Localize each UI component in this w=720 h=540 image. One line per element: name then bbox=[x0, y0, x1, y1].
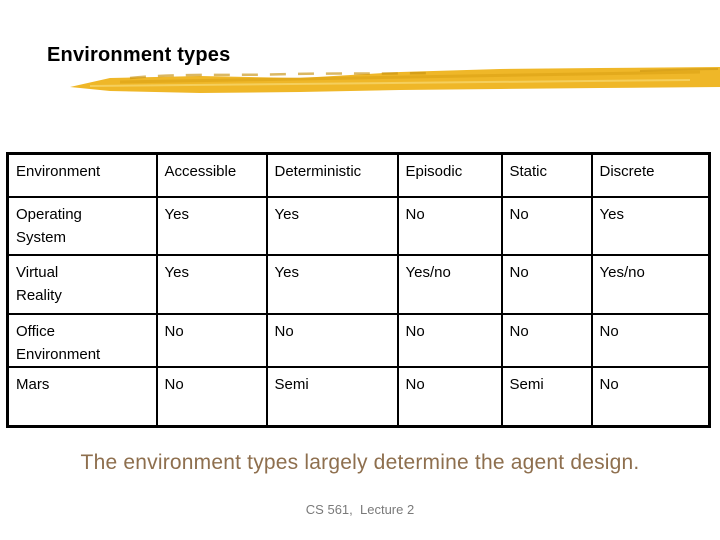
row-label: Office Environment bbox=[6, 312, 158, 368]
table-row-virtual-reality: Virtual Reality Yes Yes Yes/no No Yes/no bbox=[6, 253, 711, 315]
cell: Semi bbox=[265, 365, 399, 428]
cell: No bbox=[155, 312, 268, 368]
cell: Yes bbox=[265, 195, 399, 256]
cell: No bbox=[396, 195, 503, 256]
footer-text: CS 561, Lecture 2 bbox=[305, 502, 415, 517]
cell: Yes bbox=[155, 253, 268, 315]
cell: No bbox=[590, 312, 711, 368]
conclusion-text: The environment types largely determine … bbox=[80, 451, 640, 474]
table-row-operating-system: Operating System Yes Yes No No Yes bbox=[6, 195, 711, 256]
cell: No bbox=[396, 312, 503, 368]
cell: No bbox=[590, 365, 711, 428]
cell: Yes bbox=[265, 253, 399, 315]
column-header-accessible: Accessible bbox=[155, 152, 268, 198]
table-row-office-environment: Office Environment No No No No No bbox=[6, 312, 711, 368]
cell: Yes bbox=[590, 195, 711, 256]
column-header-discrete: Discrete bbox=[590, 152, 711, 198]
cell: No bbox=[155, 365, 268, 428]
row-label: Mars bbox=[6, 365, 158, 428]
cell: Yes/no bbox=[590, 253, 711, 315]
column-header-deterministic: Deterministic bbox=[265, 152, 399, 198]
environment-types-table: Environment Accessible Deterministic Epi… bbox=[6, 152, 711, 428]
cell: No bbox=[396, 365, 503, 428]
cell: Semi bbox=[500, 365, 593, 428]
brush-stroke-icon bbox=[70, 67, 720, 93]
cell: Yes/no bbox=[396, 253, 503, 315]
cell: No bbox=[500, 312, 593, 368]
column-header-episodic: Episodic bbox=[396, 152, 503, 198]
table-row-mars: Mars No Semi No Semi No bbox=[6, 365, 711, 428]
row-label: Operating System bbox=[6, 195, 158, 256]
cell: No bbox=[265, 312, 399, 368]
cell: No bbox=[500, 253, 593, 315]
cell: No bbox=[500, 195, 593, 256]
row-label: Virtual Reality bbox=[6, 253, 158, 315]
table-header-row: Environment Accessible Deterministic Epi… bbox=[6, 152, 711, 198]
slide-title: Environment types bbox=[47, 44, 231, 66]
column-header-static: Static bbox=[500, 152, 593, 198]
cell: Yes bbox=[155, 195, 268, 256]
column-header-environment: Environment bbox=[6, 152, 158, 198]
